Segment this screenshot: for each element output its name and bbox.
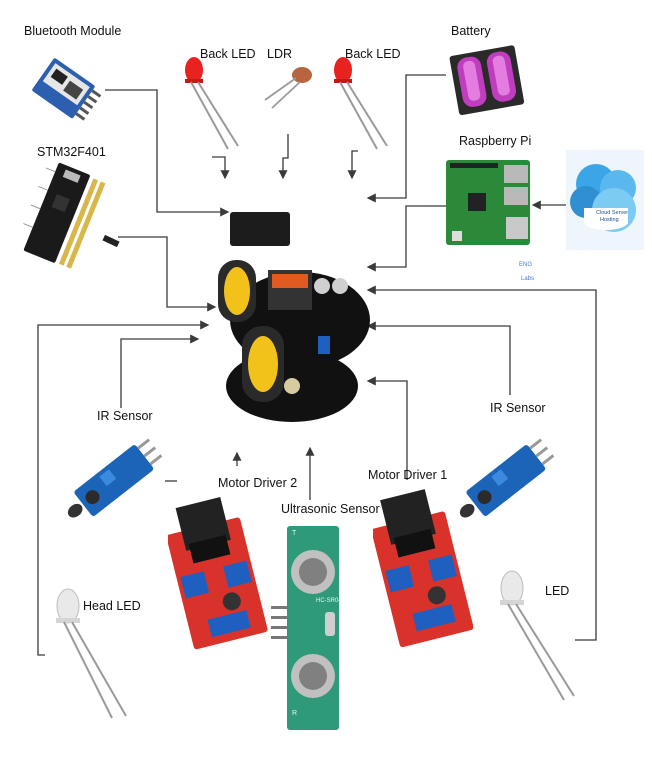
wire-bluetooth [105,89,230,217]
label-led: LED [545,584,570,598]
pi-watermark-bottom: Labs [521,276,535,282]
label-motor-driver-1: Motor Driver 1 [368,468,448,482]
ultrasonic-r-mark: R [292,710,298,717]
wire-back-led-left [212,156,230,180]
label-battery: Battery [451,24,491,38]
label-head-led: Head LED [83,599,141,613]
cloud-server-image [566,150,644,250]
ultrasonic-t-mark: T [292,530,297,537]
wire-battery [366,74,446,203]
raspberry-pi-image [444,157,534,251]
motor-driver-2-image [168,494,268,664]
label-ldr: LDR [267,47,293,61]
label-ir-sensor-left: IR Sensor [97,409,153,423]
label-ir-sensor-right: IR Sensor [490,401,546,415]
label-bluetooth-module: Bluetooth Module [24,24,122,38]
ir-sensor-right-image [458,420,568,538]
label-back-led-right: Back LED [345,47,401,61]
label-raspberry-pi: Raspberry Pi [459,134,532,148]
wire-ir-right [366,321,511,395]
wire-head-led [37,320,210,656]
bluetooth-module-image [26,52,104,134]
led-image [494,566,580,708]
pi-watermark-top: ENG [519,262,533,268]
head-led-image [46,582,134,722]
stm32-board-image [18,160,123,285]
back-led-right-image [327,46,395,158]
motor-driver-1-image [373,484,473,662]
wire-led [366,285,597,641]
label-back-led-left: Back LED [200,47,256,61]
label-stm32: STM32F401 [37,145,106,159]
ir-sensor-left-image [66,420,176,538]
wire-ir-left [120,334,200,408]
label-ultrasonic-sensor: Ultrasonic Sensor [281,502,380,516]
robot-car-image [212,198,378,430]
ldr-image [262,62,318,114]
wire-ldr [278,134,289,180]
ultrasonic-sensor-image [265,524,345,734]
cloud-text-1: Cloud Server [596,210,629,216]
wire-back-led-right [347,150,358,180]
battery-image [446,38,530,124]
label-motor-driver-2: Motor Driver 2 [218,476,298,490]
wire-stm32 [118,236,217,312]
wire-raspberry-pi [366,205,446,272]
back-led-left-image [178,46,246,158]
cloud-text-2: Hosting [600,217,619,223]
ultrasonic-model: HC-SR04 [316,598,342,604]
wire-motor-driver-1 [366,376,408,480]
